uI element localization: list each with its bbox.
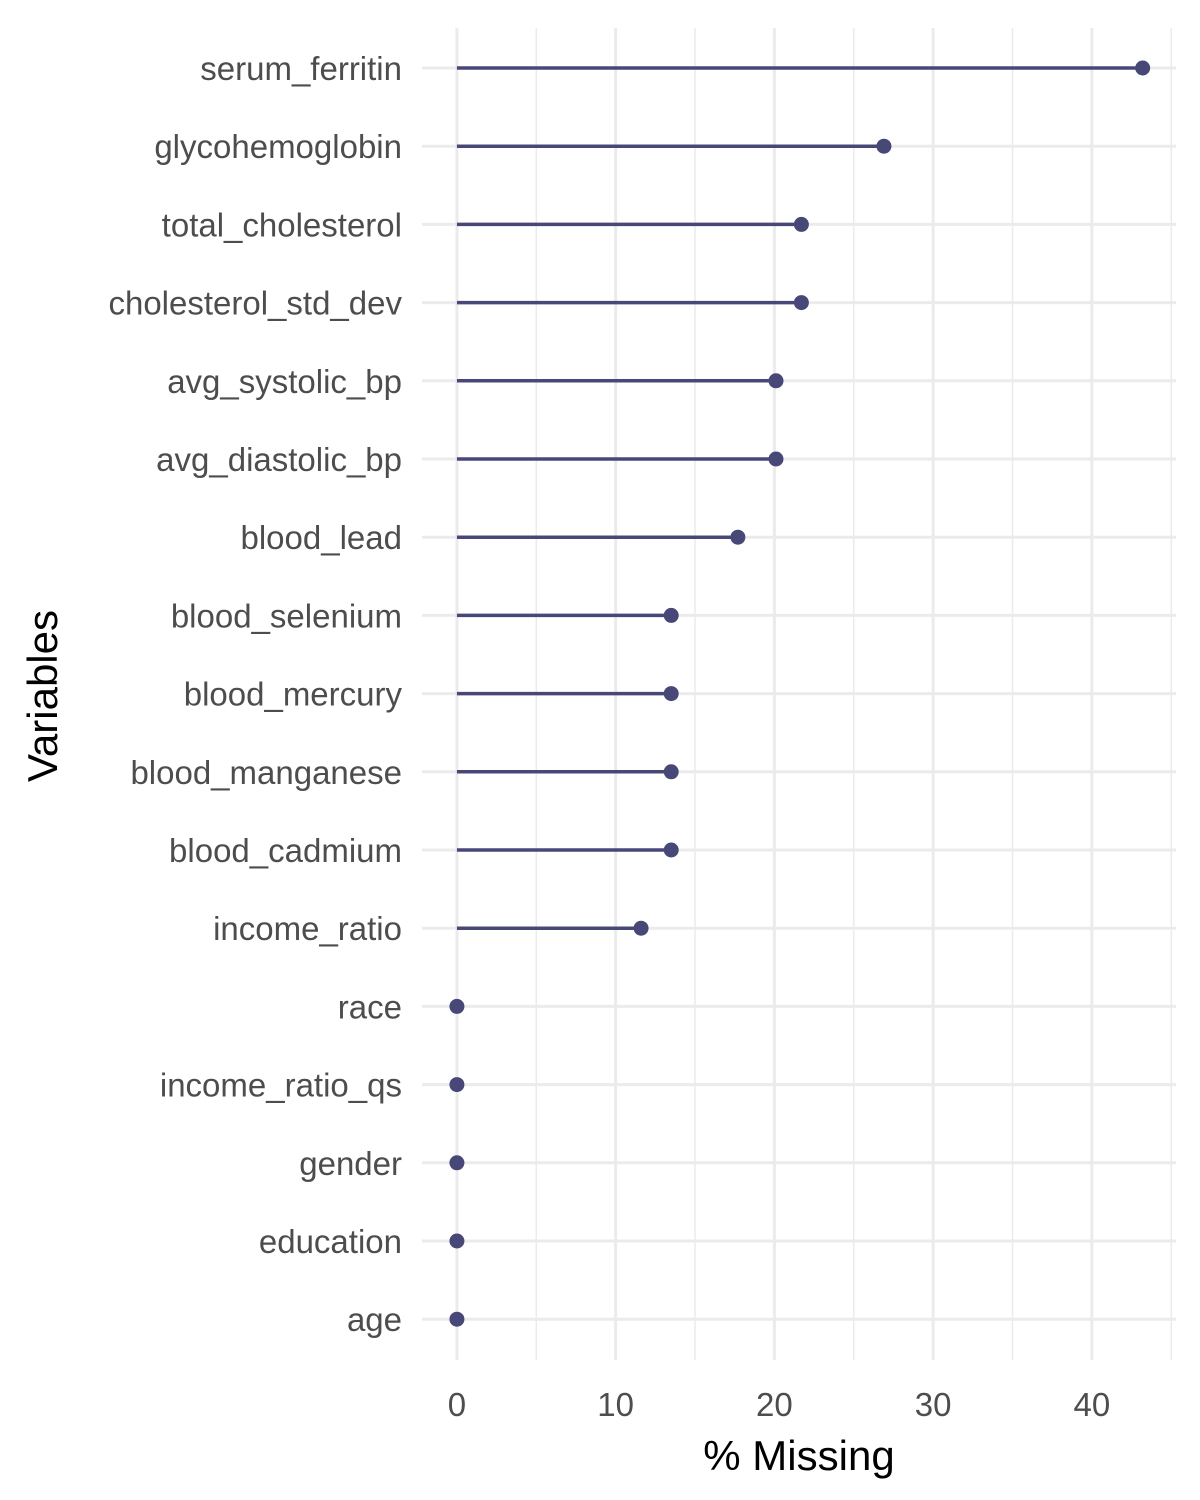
- lollipop-point: [663, 686, 679, 702]
- y-tick-label: avg_diastolic_bp: [156, 441, 402, 478]
- y-tick-label: education: [259, 1223, 402, 1260]
- y-tick-label: income_ratio: [213, 910, 402, 947]
- lollipop-point: [793, 295, 809, 311]
- lollipop-point: [793, 216, 809, 232]
- x-tick-label: 0: [448, 1386, 466, 1423]
- y-tick-label: blood_selenium: [171, 597, 402, 634]
- lollipop-point: [449, 1077, 465, 1093]
- lollipop-marks: [449, 60, 1151, 1327]
- y-tick-label: glycohemoglobin: [154, 128, 402, 165]
- lollipop-point: [449, 1155, 465, 1171]
- x-tick-label: 20: [756, 1386, 793, 1423]
- lollipop-point: [449, 998, 465, 1014]
- y-axis-title: Variables: [19, 610, 66, 782]
- lollipop-point: [768, 373, 784, 389]
- x-axis-tick-labels: 0 10 20 30 40: [448, 1386, 1110, 1423]
- lollipop-point: [876, 138, 892, 154]
- lollipop-point: [663, 607, 679, 623]
- lollipop-point: [730, 529, 746, 545]
- lollipop-point: [1135, 60, 1151, 76]
- lollipop-point: [768, 451, 784, 467]
- y-tick-label: blood_cadmium: [169, 832, 402, 869]
- y-tick-label: age: [347, 1301, 402, 1338]
- lollipop-point: [449, 1311, 465, 1327]
- y-tick-label: blood_lead: [241, 519, 403, 556]
- x-tick-label: 30: [915, 1386, 952, 1423]
- lollipop-point: [663, 842, 679, 858]
- y-tick-label: total_cholesterol: [162, 206, 402, 243]
- y-tick-label: cholesterol_std_dev: [108, 285, 402, 322]
- lollipop-point: [663, 764, 679, 780]
- y-tick-label: race: [338, 988, 402, 1025]
- y-tick-label: income_ratio_qs: [160, 1067, 402, 1104]
- y-tick-label: gender: [299, 1145, 402, 1182]
- lollipop-point: [449, 1233, 465, 1249]
- y-tick-label: avg_systolic_bp: [167, 363, 402, 400]
- y-axis-tick-labels: serum_ferritin glycohemoglobin total_chole…: [108, 50, 402, 1338]
- y-tick-label: blood_manganese: [130, 754, 402, 791]
- lollipop-point: [633, 920, 649, 936]
- x-tick-label: 40: [1074, 1386, 1111, 1423]
- x-axis-title: % Missing: [703, 1432, 894, 1479]
- y-tick-label: blood_mercury: [184, 676, 403, 713]
- x-tick-label: 10: [597, 1386, 634, 1423]
- y-tick-label: serum_ferritin: [200, 50, 402, 87]
